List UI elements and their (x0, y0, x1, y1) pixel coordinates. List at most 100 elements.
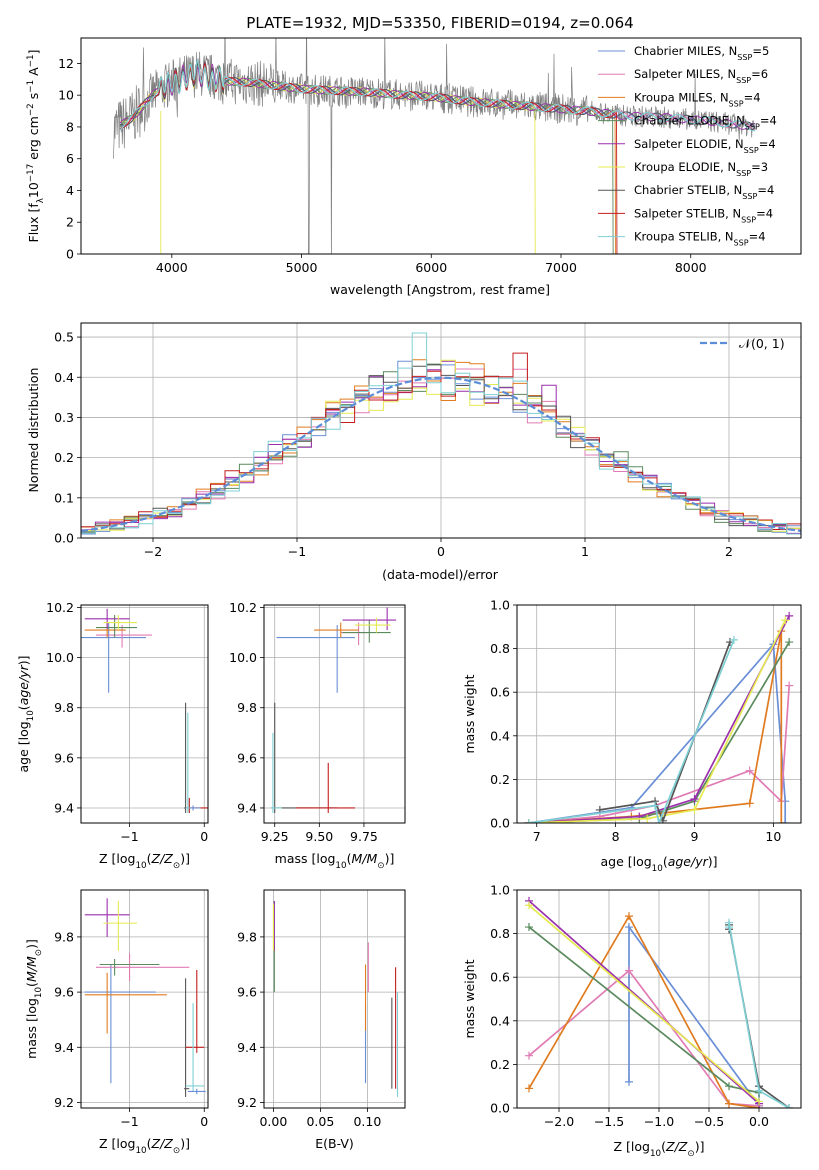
x-tick-label: 8 (612, 829, 620, 844)
model-spectrum-4 (119, 63, 756, 130)
y-tick-label: 9.6 (54, 985, 74, 1000)
weight-line-5 (528, 904, 760, 1103)
weight-line-5 (528, 619, 786, 823)
legend-entry: Salpeter MILES, NSSP=6 (634, 67, 768, 85)
x-tick-label: 4000 (156, 260, 188, 275)
y-tick-label: 9.2 (237, 1095, 257, 1110)
errorbar-point (84, 608, 130, 629)
weight-line-0 (528, 642, 787, 823)
errorbar-point (103, 615, 138, 631)
y-tick-label: 0 (66, 247, 74, 262)
x-tick-label: 7000 (545, 260, 577, 275)
x-tick-label: −1.0 (644, 1114, 674, 1129)
x-axis-label: mass [log10(M/M⊙)] (275, 851, 395, 871)
axes-mass_weight_vs_Z: −2.0 −1.5 −1.0 −0.5 0.0 0.0 0.2 0.4 0.6 0.8 1.0 (490, 883, 802, 1129)
legend-entry: Kroupa ELODIE, NSSP=3 (634, 160, 768, 178)
weight-marker (525, 901, 533, 910)
x-tick-label: 9.50 (305, 829, 333, 844)
errorbar-point (296, 762, 356, 813)
y-tick-label: 0.0 (54, 531, 74, 546)
x-tick-label: 10 (765, 829, 781, 844)
y-axis-label: Flux [fλ10−17 erg cm−2 s−1 A−1] (26, 50, 46, 243)
y-tick-label: 10.2 (229, 600, 257, 615)
figure-title: PLATE=1932, MJD=53350, FIBERID=0194, z=0… (246, 14, 633, 32)
errorbar-point (99, 958, 160, 976)
x-tick-label: 0.05 (306, 1114, 334, 1129)
weight-line-3 (528, 641, 790, 823)
errorbar-point (342, 620, 391, 643)
errorbar-point (340, 622, 368, 646)
x-tick-label: −1.5 (594, 1114, 624, 1129)
weight-line-4 (528, 615, 790, 823)
y-tick-label: 9.6 (54, 750, 74, 765)
legend-entry: Chabrier ELODIE, NSSP=4 (634, 114, 777, 132)
errorbar-point (187, 1088, 206, 1095)
normal-curve (81, 376, 801, 533)
y-tick-label: 0.6 (490, 970, 510, 985)
legend-entry: Salpeter ELODIE, NSSP=4 (634, 137, 776, 155)
x-axis-label: age [log10(age/yr)] (600, 854, 717, 874)
weight-line-1 (528, 969, 760, 1107)
x-tick-label: −0.5 (694, 1114, 724, 1129)
weight-marker (625, 923, 633, 932)
weight-marker (690, 795, 699, 804)
weight-marker (524, 819, 533, 823)
x-axis-label: Z [log10(Z/Z⊙)] (99, 851, 190, 871)
axes-residuals: −2 −1 0 1 2 0.0 0.1 0.2 0.3 0.4 0.5 (54, 322, 802, 559)
x-tick-label: 6000 (415, 260, 447, 275)
axes-mass_vs_EBV: 0.00 0.05 0.10 9.2 9.4 9.6 9.8 (237, 889, 406, 1129)
errorbar-point (84, 964, 156, 1084)
y-tick-label: 0.2 (490, 772, 510, 787)
x-tick-label: 2 (725, 544, 733, 559)
errorbar-point (95, 625, 152, 648)
errorbar-point (84, 898, 130, 937)
x-axis-label: (data-model)/error (382, 567, 499, 582)
legend-entry: 𝒩(0, 1) (739, 336, 785, 351)
legend-entry: Chabrier STELIB, NSSP=4 (634, 183, 774, 201)
weight-marker (525, 923, 533, 932)
legend-entry: Chabrier MILES, NSSP=5 (634, 44, 769, 62)
y-tick-label: 12 (58, 56, 74, 71)
model-spectrum-8 (119, 58, 756, 132)
y-tick-label: 10.0 (229, 650, 257, 665)
y-tick-label: 10.0 (46, 650, 74, 665)
weight-line-4 (528, 900, 760, 1105)
axes-frame (263, 889, 406, 1109)
x-tick-label: 8000 (675, 260, 707, 275)
weight-marker (725, 1099, 733, 1108)
errorbar-point (95, 953, 190, 982)
weight-marker (655, 819, 663, 823)
x-tick-label: 0 (200, 829, 208, 844)
x-tick-label: 9.75 (350, 829, 378, 844)
y-tick-label: 9.4 (54, 800, 74, 815)
axes-spectrum: 4000 5000 6000 7000 8000 0 2 4 6 8 10 12 (58, 37, 802, 275)
legend-entry: Kroupa MILES, NSSP=4 (634, 90, 761, 108)
y-tick-label: 9.6 (237, 985, 257, 1000)
y-tick-label: 0.8 (490, 641, 510, 656)
weight-marker (785, 681, 794, 690)
legend: Chabrier MILES, NSSP=5 Salpeter MILES, NS… (598, 44, 777, 247)
errorbar-point (271, 732, 282, 813)
errorbar-point (185, 1003, 205, 1092)
axes-frame (80, 604, 209, 824)
weight-marker (745, 799, 754, 808)
errorbar-point (185, 970, 205, 1053)
weight-marker (755, 1097, 763, 1106)
x-tick-label: −2.0 (544, 1114, 574, 1129)
weight-marker (777, 819, 786, 823)
weight-marker (690, 805, 699, 814)
y-tick-label: 0.5 (54, 330, 74, 345)
y-tick-label: 9.6 (237, 750, 257, 765)
y-tick-label: 0.4 (54, 370, 74, 385)
x-tick-label: 0.10 (353, 1114, 381, 1129)
weight-marker (755, 1086, 763, 1095)
plot-area (272, 901, 399, 1097)
weight-line-2 (528, 914, 760, 1108)
y-tick-label: 0.0 (490, 1101, 510, 1116)
plot-area (271, 607, 397, 813)
errorbar-point (81, 622, 146, 693)
x-axis-label: Z [log10(Z/Z⊙)] (614, 1139, 705, 1159)
x-tick-label: 0 (437, 544, 445, 559)
y-tick-label: 0.1 (54, 490, 74, 505)
plot-area (524, 611, 794, 823)
